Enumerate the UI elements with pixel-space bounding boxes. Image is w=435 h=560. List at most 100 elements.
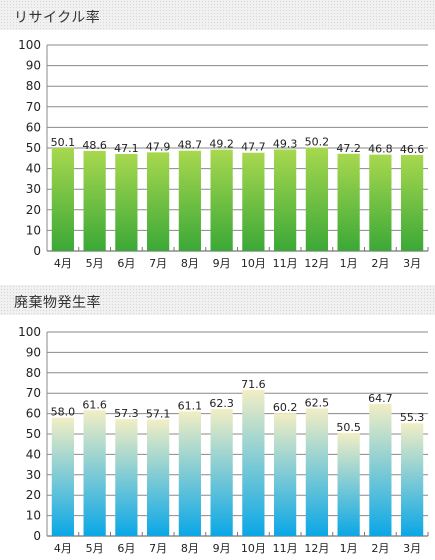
x-tick-label: 4月 — [54, 542, 72, 555]
chart-title: リサイクル率 — [14, 10, 101, 26]
data-label: 60.2 — [273, 401, 298, 414]
bar — [115, 419, 138, 536]
bar — [210, 408, 233, 536]
y-tick-label: 60 — [26, 120, 41, 134]
x-tick-label: 12月 — [304, 542, 329, 555]
x-tick-label: 2月 — [371, 542, 389, 555]
data-label: 47.2 — [336, 142, 361, 155]
y-tick-label: 70 — [26, 100, 41, 114]
data-label: 62.3 — [209, 397, 234, 410]
x-tick-label: 6月 — [117, 257, 135, 270]
bar — [51, 147, 74, 251]
x-tick-label: 9月 — [213, 257, 231, 270]
y-tick-label: 80 — [26, 79, 41, 93]
y-tick-label: 0 — [33, 244, 41, 258]
bar — [178, 411, 201, 536]
data-label: 62.5 — [305, 397, 330, 410]
data-label: 47.9 — [146, 140, 171, 153]
x-tick-label: 7月 — [149, 257, 167, 270]
bar — [178, 150, 201, 251]
data-label: 50.2 — [305, 136, 330, 149]
bar — [51, 417, 74, 536]
bar — [83, 150, 106, 251]
recycling-rate-chart: 0 10 20 30 40 50 60 70 80 90 100 50.1 4月 48.6 5月 47.1 6月… — [18, 38, 429, 270]
y-tick-label: 100 — [18, 325, 41, 339]
x-tick-label: 4月 — [54, 257, 72, 270]
x-tick-label: 5月 — [86, 542, 104, 555]
data-label: 48.6 — [82, 139, 107, 152]
y-tick-label: 10 — [26, 509, 41, 523]
data-label: 71.6 — [241, 378, 266, 391]
bar — [210, 149, 233, 251]
data-label: 47.7 — [241, 141, 266, 154]
data-label: 61.6 — [82, 398, 107, 411]
data-label: 46.8 — [368, 143, 393, 156]
bar — [401, 423, 424, 536]
data-label: 57.3 — [114, 407, 139, 420]
waste-generation-rate-chart: 0 10 20 30 40 50 60 70 80 90 100 58.0 4月 61.6 5月 57.3 6月… — [18, 325, 429, 555]
data-label: 58.0 — [51, 406, 76, 419]
x-tick-label: 9月 — [213, 542, 231, 555]
x-tick-label: 8月 — [181, 257, 199, 270]
y-tick-label: 20 — [26, 488, 41, 502]
x-tick-label: 7月 — [149, 542, 167, 555]
bar — [242, 389, 265, 536]
data-label: 61.1 — [178, 399, 203, 412]
bar — [242, 152, 265, 251]
x-tick-label: 1月 — [340, 542, 358, 555]
y-tick-label: 20 — [26, 203, 41, 217]
y-tick-label: 80 — [26, 366, 41, 380]
x-tick-label: 5月 — [86, 257, 104, 270]
x-tick-label: 12月 — [304, 257, 329, 270]
bar — [115, 153, 138, 251]
y-tick-label: 30 — [26, 468, 41, 482]
bar — [274, 413, 297, 536]
data-label: 50.1 — [51, 136, 76, 149]
y-tick-label: 100 — [18, 38, 41, 52]
x-tick-label: 8月 — [181, 542, 199, 555]
x-tick-label: 3月 — [403, 542, 421, 555]
bar — [337, 153, 360, 251]
data-label: 47.1 — [114, 142, 139, 155]
y-tick-label: 0 — [33, 529, 41, 543]
x-tick-label: 3月 — [403, 257, 421, 270]
panel-header: リサイクル率 — [0, 0, 435, 30]
panel-header: 廃棄物発生率 — [0, 285, 435, 315]
data-label: 64.7 — [368, 392, 393, 405]
bar — [369, 404, 392, 536]
data-label: 50.5 — [336, 421, 361, 434]
x-tick-label: 11月 — [273, 257, 298, 270]
bar — [401, 155, 424, 251]
y-tick-label: 70 — [26, 386, 41, 400]
bar — [147, 152, 170, 251]
bar — [337, 432, 360, 536]
bar — [305, 147, 328, 251]
y-tick-label: 60 — [26, 407, 41, 421]
y-tick-label: 90 — [26, 59, 41, 73]
x-tick-label: 11月 — [273, 542, 298, 555]
x-tick-label: 10月 — [241, 542, 266, 555]
bar — [369, 154, 392, 251]
bar — [83, 410, 106, 536]
y-tick-label: 50 — [26, 141, 41, 155]
data-label: 57.1 — [146, 408, 171, 421]
chart-title: 廃棄物発生率 — [14, 295, 101, 311]
data-label: 55.3 — [400, 411, 425, 424]
x-tick-label: 1月 — [340, 257, 358, 270]
data-label: 46.6 — [400, 143, 425, 156]
data-label: 49.2 — [209, 138, 234, 151]
y-tick-label: 30 — [26, 182, 41, 196]
bar — [274, 149, 297, 251]
x-tick-label: 6月 — [117, 542, 135, 555]
y-tick-label: 40 — [26, 447, 41, 461]
y-tick-label: 50 — [26, 427, 41, 441]
y-tick-label: 10 — [26, 223, 41, 237]
bar — [305, 408, 328, 536]
data-label: 49.3 — [273, 137, 298, 150]
x-tick-label: 10月 — [241, 257, 266, 270]
x-tick-label: 2月 — [371, 257, 389, 270]
bar — [147, 419, 170, 536]
y-tick-label: 40 — [26, 162, 41, 176]
data-label: 48.7 — [178, 139, 203, 152]
y-tick-label: 90 — [26, 345, 41, 359]
